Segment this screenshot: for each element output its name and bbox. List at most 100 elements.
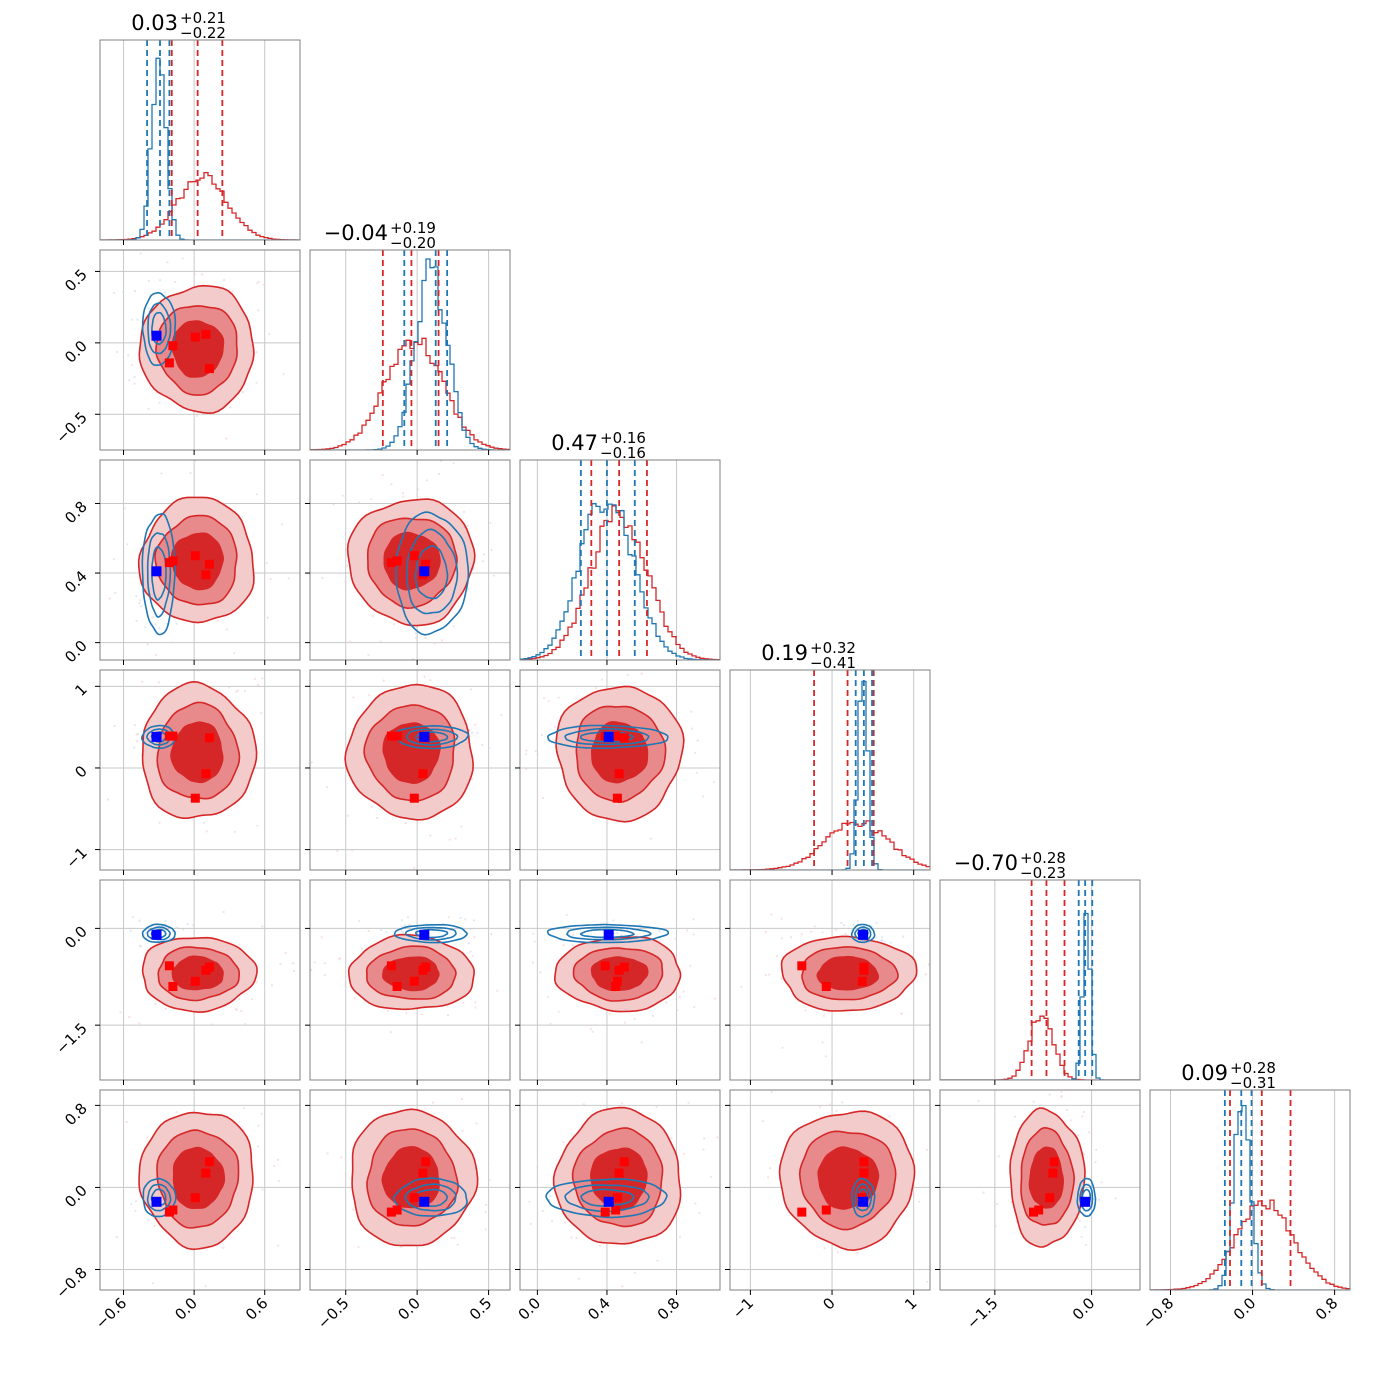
scatter-point-blue — [500, 714, 503, 717]
scatter-point-red — [187, 651, 189, 653]
scatter-point-red — [89, 794, 91, 796]
scatter-point-red — [608, 1012, 611, 1015]
scatter-point-red — [282, 372, 285, 375]
scatter-point-red — [549, 1022, 552, 1025]
scatter-point-blue — [129, 1203, 133, 1206]
red-square-marker — [409, 1193, 419, 1203]
scatter-point-red — [164, 1007, 167, 1010]
scatter-point-red — [372, 644, 374, 646]
scatter-point-red — [924, 973, 927, 976]
scatter-point-red — [193, 273, 196, 276]
title-minus-error: −0.41 — [810, 654, 856, 672]
scatter-point-blue — [129, 929, 132, 933]
contour-blue-level-2 — [1079, 1183, 1094, 1212]
red-square-marker — [859, 962, 869, 972]
scatter-point-red — [824, 1055, 827, 1058]
scatter-point-red — [927, 963, 930, 966]
scatter-point-red — [133, 382, 136, 385]
scatter-point-red — [128, 1016, 131, 1019]
contour-blue-level-1 — [140, 724, 176, 749]
contour-panel-5-1 — [95, 879, 301, 1085]
scatter-point-red — [484, 1228, 487, 1231]
scatter-point-red — [223, 279, 226, 282]
x-tick-label: 0.8 — [1312, 1294, 1342, 1324]
red-square-marker — [201, 570, 211, 580]
scatter-point-blue — [459, 916, 462, 920]
x-tick-label: −1 — [729, 1294, 757, 1322]
contour-panel-3-1 — [95, 459, 301, 665]
scatter-point-red — [158, 821, 161, 824]
scatter-point-blue — [416, 488, 420, 491]
red-square-marker — [421, 1157, 431, 1167]
scatter-point-red — [462, 1001, 465, 1004]
scatter-point-red — [937, 1159, 939, 1161]
scatter-point-red — [836, 1251, 839, 1254]
scatter-point-red — [139, 599, 142, 602]
scatter-point-red — [474, 1006, 477, 1009]
contour-blue-level-3 — [579, 928, 635, 939]
scatter-point-red — [370, 805, 373, 808]
red-square-marker — [168, 982, 178, 991]
blue-square-marker — [419, 731, 430, 742]
scatter-point-blue — [511, 731, 513, 733]
scatter-point-red — [452, 462, 455, 465]
scatter-point-blue — [488, 747, 491, 750]
scatter-point-red — [844, 932, 847, 936]
scatter-point-blue — [175, 622, 178, 625]
scatter-point-red — [360, 947, 363, 950]
scatter-point-red — [678, 1235, 682, 1238]
scatter-point-red — [1088, 1131, 1091, 1134]
scatter-point-blue — [856, 919, 859, 922]
scatter-point-red — [357, 1246, 360, 1249]
y-tick-label: 0.8 — [61, 498, 91, 528]
panel-frame — [99, 39, 301, 241]
contour-blue-level-2 — [146, 926, 171, 941]
scatter-point-red — [135, 740, 139, 743]
scatter-point-red — [181, 257, 184, 260]
y-tick-label: −1.5 — [52, 1019, 90, 1057]
scatter-point-blue — [532, 932, 535, 935]
scatter-point-red — [431, 1101, 435, 1104]
red-square-marker — [619, 733, 629, 743]
scatter-point-red — [140, 605, 143, 608]
panel-content — [730, 1090, 939, 1290]
red-square-marker — [204, 559, 214, 569]
panel-frame — [729, 669, 931, 871]
contour-panel-5-2 — [305, 879, 511, 1085]
scatter-point-blue — [403, 924, 406, 927]
scatter-point-red — [151, 616, 154, 619]
scatter-point-red — [780, 917, 783, 920]
scatter-point-blue — [182, 928, 185, 931]
blue-square-marker — [419, 1196, 430, 1207]
blue-square-marker — [151, 566, 162, 577]
histogram-blue — [520, 503, 720, 660]
scatter-point-red — [591, 1030, 594, 1033]
panel-content — [100, 250, 300, 450]
panel-frame — [519, 1089, 721, 1291]
panel-frame — [729, 1089, 931, 1291]
title-median: 0.47 — [551, 431, 598, 455]
panel-content — [310, 1036, 535, 1290]
scatter-point-red — [323, 962, 326, 965]
scatter-point-blue — [565, 913, 568, 917]
red-square-marker — [201, 1168, 211, 1178]
scatter-point-red — [177, 661, 179, 663]
scatter-point-red — [253, 677, 256, 681]
red-square-marker — [612, 793, 622, 803]
contour-blue-level-2 — [146, 728, 171, 746]
scatter-point-red — [469, 950, 472, 953]
scatter-point-blue — [690, 727, 693, 730]
scatter-point-red — [402, 492, 405, 495]
scatter-point-blue — [533, 1204, 535, 1206]
scatter-point-red — [775, 955, 779, 958]
panel-content — [730, 670, 930, 870]
red-square-marker — [821, 982, 831, 991]
scatter-point-blue — [401, 931, 405, 934]
scatter-point-red — [670, 1136, 673, 1140]
scatter-point-red — [449, 1036, 451, 1038]
scatter-point-red — [196, 414, 199, 417]
red-square-marker — [168, 341, 178, 351]
x-tick-label: 1 — [901, 1294, 920, 1313]
scatter-point-red — [344, 580, 347, 583]
red-square-marker — [1034, 1205, 1044, 1215]
